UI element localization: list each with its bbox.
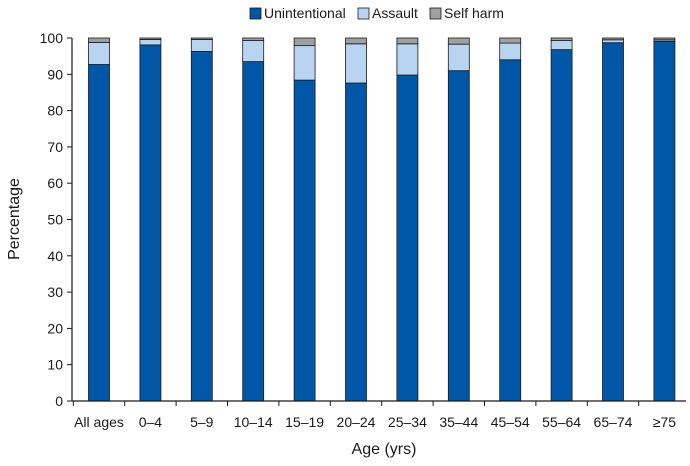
y-axis-title: Percentage: [6, 178, 23, 260]
bar-segment-unintentional: [396, 74, 419, 402]
bar-segment-unintentional: [653, 40, 676, 402]
bar-segment-assault: [345, 43, 367, 84]
legend: Unintentional Assault Self harm: [249, 5, 504, 21]
bar-segment-unintentional: [602, 42, 624, 402]
bar-segment-self-harm: [190, 37, 213, 40]
x-tick-label: 55–64: [542, 414, 581, 430]
legend-label: Self harm: [444, 5, 504, 21]
bar-segment-self-harm: [653, 37, 676, 41]
bar-segment-unintentional: [190, 51, 213, 402]
bar-segment-assault: [88, 41, 110, 65]
y-tick-label: 0: [55, 393, 63, 409]
bar-segment-self-harm: [139, 37, 162, 40]
bar-segment-unintentional: [139, 44, 162, 402]
legend-label: Assault: [372, 5, 418, 21]
bar-segment-self-harm: [242, 37, 265, 41]
bar-segment-assault: [139, 39, 162, 46]
x-tick-label: 15–19: [285, 414, 324, 430]
y-tick-label: 20: [47, 320, 63, 336]
y-tick-label: 60: [47, 175, 63, 191]
y-tick-label: 80: [47, 103, 63, 119]
x-axis: All ages 0–4 5–9 10–14 15–19 20–24 25–34 35–44 4…: [72, 400, 686, 430]
y-tick-label: 30: [47, 284, 63, 300]
bar-segment-self-harm: [293, 37, 316, 47]
legend-swatch-unintentional: [249, 7, 262, 20]
legend-swatch-self-harm: [429, 7, 442, 20]
bar-segment-unintentional: [88, 64, 110, 402]
legend-swatch-assault: [357, 7, 370, 20]
x-tick-label: 5–9: [190, 414, 214, 430]
bar-segment-unintentional: [499, 59, 522, 402]
y-tick-label: 100: [40, 30, 64, 46]
bar-segment-unintentional: [293, 79, 316, 402]
bar-segment-assault: [499, 42, 522, 61]
bar-segment-unintentional: [550, 49, 573, 402]
x-tick-label: 65–74: [594, 414, 633, 430]
y-tick-label: 50: [47, 212, 63, 228]
bar-segment-assault: [293, 45, 316, 81]
x-tick-label: 35–44: [439, 414, 478, 430]
y-tick-label: 70: [47, 139, 63, 155]
x-tick-label: 45–54: [491, 414, 530, 430]
bar-segment-self-harm: [499, 37, 522, 44]
bar-segment-self-harm: [88, 37, 110, 43]
bar-segment-assault: [447, 43, 470, 72]
bar-segment-assault: [602, 39, 624, 44]
x-tick-label: 10–14: [234, 414, 273, 430]
bar-segment-assault: [550, 40, 573, 51]
plot-area: [88, 37, 676, 402]
y-tick-label: 40: [47, 248, 63, 264]
bar-segment-unintentional: [242, 61, 265, 402]
bar-segment-self-harm: [345, 37, 367, 45]
x-tick-label: 25–34: [388, 414, 427, 430]
x-tick-label: ≥75: [653, 414, 676, 430]
bar-segment-assault: [190, 39, 213, 52]
legend-label: Unintentional: [264, 5, 346, 21]
bar-segment-assault: [396, 43, 419, 76]
bar-segment-unintentional: [345, 82, 367, 402]
bar-segment-self-harm: [447, 37, 470, 45]
bar-segment-self-harm: [602, 37, 624, 41]
bar-segment-unintentional: [447, 70, 470, 402]
bar-segment-self-harm: [396, 37, 419, 45]
x-tick-label: All ages: [74, 414, 124, 430]
y-tick-label: 90: [47, 66, 63, 82]
x-axis-title: Age (yrs): [352, 441, 417, 458]
x-tick-label: 0–4: [139, 414, 163, 430]
x-tick-label: 20–24: [337, 414, 376, 430]
y-tick-label: 10: [47, 357, 63, 373]
bar-segment-assault: [242, 40, 265, 62]
bar-segment-self-harm: [550, 37, 573, 41]
y-axis: 0 10 20 30 40 50 60 70 80 90 100: [40, 30, 73, 409]
